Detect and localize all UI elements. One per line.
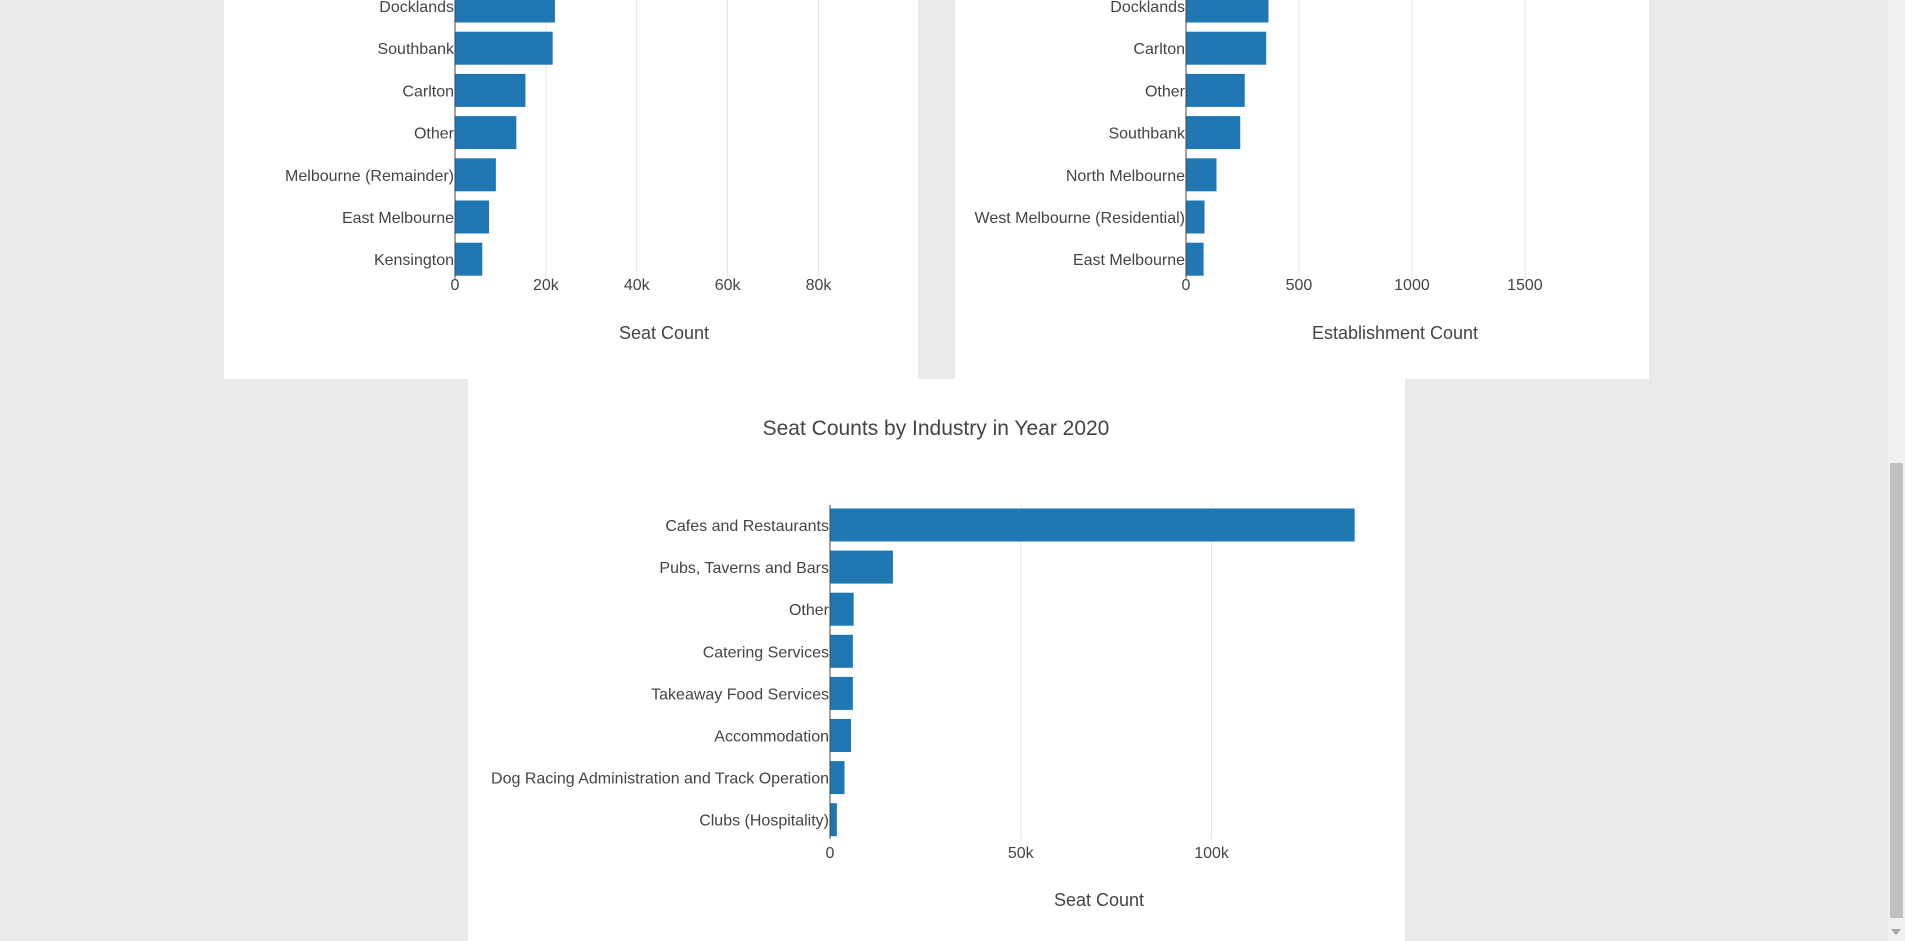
bar[interactable] <box>830 592 854 626</box>
category-label: Catering Services <box>703 644 829 661</box>
bar[interactable] <box>1186 73 1245 107</box>
bar[interactable] <box>455 116 517 150</box>
bar[interactable] <box>455 0 555 23</box>
scrollbar-thumb[interactable] <box>1890 463 1903 918</box>
bar[interactable] <box>1186 0 1269 23</box>
category-label: Takeaway Food Services <box>651 686 829 703</box>
x-axis-title: Seat Count <box>619 323 709 343</box>
bar[interactable] <box>830 761 845 795</box>
x-tick-label: 0 <box>451 277 460 294</box>
bar[interactable] <box>1186 200 1205 234</box>
bar[interactable] <box>830 634 853 668</box>
x-tick-label: 20k <box>533 277 560 294</box>
x-tick-label: 50k <box>1008 845 1035 862</box>
category-label: Pubs, Taverns and Bars <box>659 560 829 577</box>
category-label: Docklands <box>379 0 454 16</box>
category-label: North Melbourne <box>1066 168 1185 185</box>
x-tick-label: 1000 <box>1394 277 1430 294</box>
bar[interactable] <box>455 242 483 276</box>
bar[interactable] <box>830 803 837 837</box>
scroll-down-arrow-icon[interactable] <box>1891 929 1901 935</box>
category-label: Cafes and Restaurants <box>665 518 829 535</box>
category-label: East Melbourne <box>1073 252 1185 269</box>
x-axis-title: Establishment Count <box>1312 323 1478 343</box>
x-tick-label: 0 <box>1182 277 1191 294</box>
bar[interactable] <box>1186 158 1217 192</box>
category-label: Accommodation <box>714 729 829 746</box>
category-label: Other <box>414 126 455 143</box>
bar[interactable] <box>830 676 853 710</box>
page-scrollbar[interactable] <box>1888 0 1905 941</box>
category-label: Southbank <box>1108 126 1186 143</box>
bar[interactable] <box>1186 116 1241 150</box>
bar[interactable] <box>830 719 851 752</box>
x-tick-label: 40k <box>624 277 651 294</box>
chart-panel-seat-count-by-industry: Cafes and Restaurants Pubs, Taverns and B… <box>468 379 1405 941</box>
category-label: Kensington <box>374 252 454 269</box>
x-tick-label: 60k <box>715 277 742 294</box>
category-label: West Melbourne (Residential) <box>975 210 1185 227</box>
category-label: Carlton <box>1133 41 1185 58</box>
category-label: East Melbourne <box>342 210 454 227</box>
bar[interactable] <box>455 31 553 65</box>
seat-count-by-industry-chart: Cafes and Restaurants Pubs, Taverns and B… <box>491 417 1355 910</box>
category-label: Other <box>789 602 830 619</box>
establishment-count-by-area-chart: Docklands Carlton Other Southbank North Melb… <box>975 0 1543 343</box>
bar[interactable] <box>455 73 526 107</box>
x-tick-label: 100k <box>1194 845 1230 862</box>
category-label: Docklands <box>1110 0 1185 16</box>
chart-panel-seat-count-by-area: Docklands Southbank Carlton Other Melbourne … <box>224 0 918 379</box>
chart-title: Seat Counts by Industry in Year 2020 <box>763 417 1110 440</box>
x-tick-label: 500 <box>1286 277 1313 294</box>
category-label: Dog Racing Administration and Track Oper… <box>491 771 829 788</box>
x-axis-title: Seat Count <box>1054 890 1144 910</box>
bar[interactable] <box>455 158 496 192</box>
x-tick-label: 1500 <box>1507 277 1543 294</box>
x-tick-label: 80k <box>806 277 833 294</box>
category-label: Other <box>1145 83 1186 100</box>
category-label: Carlton <box>402 83 454 100</box>
bar[interactable] <box>1186 31 1267 65</box>
bar[interactable] <box>830 508 1355 542</box>
x-tick-label: 0 <box>826 845 835 862</box>
category-label: Southbank <box>377 41 455 58</box>
category-label: Melbourne (Remainder) <box>285 168 454 185</box>
category-label: Clubs (Hospitality) <box>699 813 829 830</box>
seat-count-by-area-chart: Docklands Southbank Carlton Other Melbourne … <box>285 0 833 343</box>
chart-panel-establishment-count-by-area: Docklands Carlton Other Southbank North Melb… <box>955 0 1649 379</box>
bar[interactable] <box>455 200 490 234</box>
bar[interactable] <box>1186 242 1204 276</box>
bar[interactable] <box>830 550 893 584</box>
